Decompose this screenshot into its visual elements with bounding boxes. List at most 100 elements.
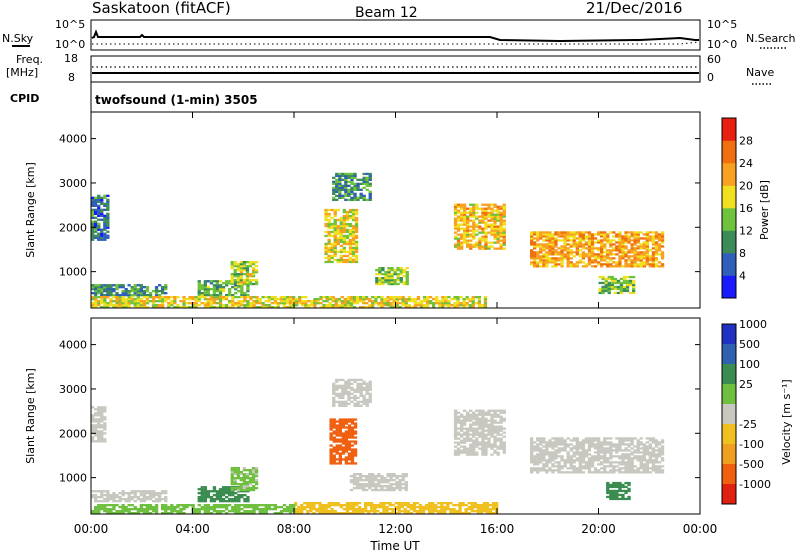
- power-cell: [333, 258, 337, 262]
- power-cell: [578, 253, 582, 256]
- velocity-cell: [554, 445, 558, 448]
- velocity-cell: [306, 512, 310, 515]
- velocity-cell: [481, 419, 485, 422]
- velocity-cell: [545, 441, 549, 444]
- velocity-cell: [327, 510, 331, 513]
- nsky-series: [91, 29, 699, 43]
- velocity-cell: [618, 445, 622, 448]
- power-cell: [551, 237, 555, 240]
- velocity-cell: [225, 512, 229, 515]
- velocity-cell: [365, 404, 369, 407]
- velocity-cell: [533, 461, 537, 464]
- power-cell: [639, 259, 643, 262]
- velocity-cell: [578, 445, 582, 448]
- velocity-cell: [627, 445, 631, 448]
- velocity-cell: [306, 510, 310, 513]
- velocity-cell: [481, 445, 485, 448]
- velocity-cell: [421, 510, 426, 513]
- power-cell: [625, 283, 630, 287]
- power-cell: [324, 208, 328, 212]
- power-cell: [100, 300, 104, 303]
- velocity-cell: [542, 445, 546, 448]
- velocity-cell: [569, 467, 573, 470]
- velocity-cell: [453, 425, 458, 428]
- power-cell: [584, 265, 589, 268]
- velocity-cell: [484, 435, 488, 438]
- power-cell: [313, 304, 317, 307]
- velocity-cell: [151, 494, 156, 497]
- power-cell: [590, 239, 595, 242]
- power-cell: [251, 275, 256, 278]
- velocity-cell: [130, 504, 134, 507]
- power-cell: [398, 298, 402, 301]
- power-cell: [254, 281, 259, 284]
- power-cell: [151, 296, 156, 299]
- velocity-cell: [248, 471, 253, 474]
- velocity-cell: [481, 425, 485, 428]
- velocity-cell: [627, 487, 631, 491]
- velocity-cell: [136, 498, 140, 501]
- velocity-cell: [236, 475, 240, 478]
- velocity-cell: [367, 510, 371, 513]
- velocity-cell: [158, 498, 162, 501]
- velocity-cell: [380, 477, 384, 480]
- power-cell: [354, 250, 359, 254]
- velocity-cell: [460, 427, 464, 430]
- power-cell: [348, 222, 353, 226]
- power-cell: [610, 281, 614, 285]
- power-cell: [447, 304, 451, 307]
- velocity-cell: [645, 441, 649, 444]
- power-cell: [566, 257, 570, 260]
- velocity-cell: [491, 508, 496, 511]
- velocity-cell: [578, 441, 582, 444]
- velocity-cell: [251, 488, 256, 492]
- velocity-cell: [621, 459, 625, 462]
- power-cell: [472, 227, 476, 230]
- power-cell: [572, 245, 576, 248]
- power-cell: [472, 237, 476, 240]
- power-cell: [490, 223, 494, 226]
- power-cell: [109, 292, 113, 295]
- freq-unit: [MHz]: [6, 66, 38, 79]
- velocity-cell: [225, 508, 229, 511]
- velocity-cell: [630, 469, 634, 472]
- power-cell: [215, 280, 220, 283]
- velocity-cell: [332, 426, 336, 429]
- velocity-cell: [536, 443, 540, 446]
- velocity-cell: [239, 483, 243, 486]
- power-cell: [209, 282, 214, 285]
- velocity-cell: [487, 445, 491, 448]
- nsearch-label: N.Search: [746, 32, 796, 45]
- velocity-cell: [542, 449, 546, 452]
- power-cell: [438, 306, 442, 309]
- velocity-colorbar-tick: 500: [739, 338, 760, 351]
- power-cell: [221, 304, 226, 307]
- power-cell: [301, 302, 305, 305]
- power-cell: [601, 289, 605, 293]
- power-cell: [624, 259, 628, 262]
- velocity-cell: [456, 433, 461, 436]
- velocity-cell: [409, 506, 413, 509]
- power-cell: [371, 304, 375, 307]
- velocity-cell: [612, 445, 616, 448]
- velocity-cell: [478, 423, 482, 426]
- power-cell: [276, 306, 280, 309]
- power-cell: [362, 194, 366, 197]
- velocity-cell: [389, 473, 393, 476]
- velocity-cell: [551, 445, 555, 448]
- velocity-cell: [642, 447, 646, 450]
- power-cell: [100, 298, 104, 301]
- power-cell: [453, 235, 458, 238]
- power-cell: [407, 298, 411, 301]
- velocity-cell: [627, 459, 631, 462]
- power-cell: [158, 304, 162, 307]
- power-cell: [121, 286, 125, 289]
- power-cell: [239, 281, 243, 284]
- velocity-cell: [182, 504, 186, 507]
- power-cell: [100, 196, 104, 199]
- power-cell: [481, 231, 485, 234]
- velocity-cell: [364, 508, 368, 511]
- power-cell: [94, 304, 98, 307]
- velocity-cell: [118, 492, 122, 495]
- velocity-cell: [136, 508, 140, 511]
